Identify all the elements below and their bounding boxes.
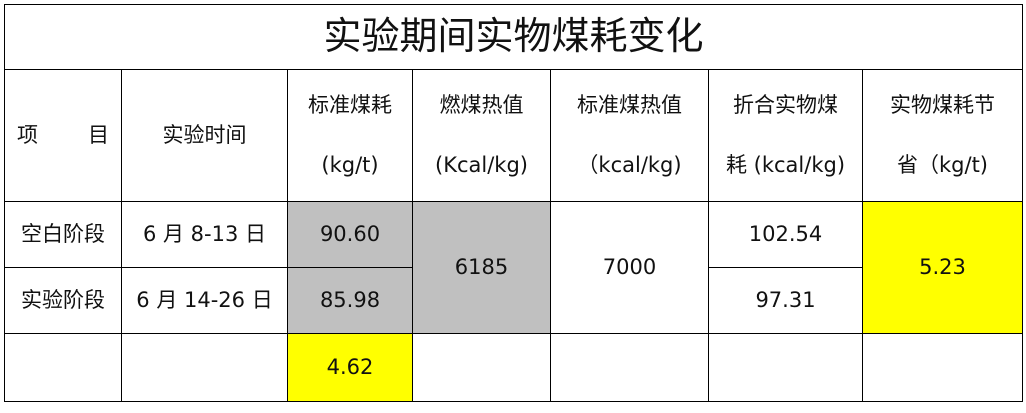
header-std-coal: 标准煤耗 (kg/t) [287, 69, 413, 202]
header-saving: 实物煤耗节省（kg/t) [862, 69, 1023, 202]
cell-std-coal: 90.60 [287, 201, 413, 268]
cell-equiv: 97.31 [708, 267, 863, 334]
cell-time: 6 月 8-13 日 [121, 201, 288, 268]
cell-empty [121, 333, 288, 402]
cell-std-coal: 85.98 [287, 267, 413, 334]
header-line: 折合实物煤 [733, 93, 838, 118]
header-line: 实物煤耗节 [890, 93, 995, 118]
cell-empty [862, 333, 1023, 402]
header-item-char: 项 [17, 122, 38, 147]
cell-empty [708, 333, 863, 402]
header-unit: (Kcal/kg) [435, 152, 528, 177]
cell-empty [4, 333, 122, 402]
header-item: 项目 [4, 69, 122, 202]
cell-item: 空白阶段 [4, 201, 122, 268]
header-unit: 耗 (kcal/kg) [725, 152, 846, 177]
header-line: 燃煤热值 [439, 93, 524, 118]
cell-empty [550, 333, 709, 402]
table-row: 空白阶段 6 月 8-13 日 90.60 6185 7000 102.54 5… [4, 201, 1023, 334]
table-title: 实验期间实物煤耗变化 [4, 4, 1023, 70]
cell-burn-heat: 6185 [412, 201, 551, 334]
cell-std-heat: 7000 [550, 201, 709, 334]
header-equiv: 折合实物煤耗 (kcal/kg) [708, 69, 863, 202]
header-unit: 省（kg/t) [897, 152, 988, 177]
header-line: 标准煤耗 [308, 93, 392, 118]
coal-consumption-table: 实验期间实物煤耗变化 项目 实验时间 标准煤耗 (kg/t) 燃煤热值 (Kcal/… [4, 4, 1023, 402]
cell-item: 实验阶段 [4, 267, 122, 334]
header-burn-heat: 燃煤热值 (Kcal/kg) [412, 69, 551, 202]
table-row: 4.62 [4, 333, 1023, 402]
header-unit: (kg/t) [321, 152, 379, 177]
cell-time: 6 月 14-26 日 [121, 267, 288, 334]
header-unit: （kcal/kg) [577, 152, 682, 177]
cell-saving: 5.23 [862, 201, 1023, 334]
header-std-heat: 标准煤热值 （kcal/kg) [550, 69, 709, 202]
header-line: 标准煤热值 [577, 93, 682, 118]
table-row: 实验阶段 6 月 14-26 日 85.98 97.31 [4, 267, 1023, 334]
header-time: 实验时间 [121, 69, 288, 202]
header-item-char: 目 [88, 122, 109, 147]
cell-std-coal-diff: 4.62 [287, 333, 413, 402]
cell-empty [412, 333, 551, 402]
cell-equiv: 102.54 [708, 201, 863, 268]
